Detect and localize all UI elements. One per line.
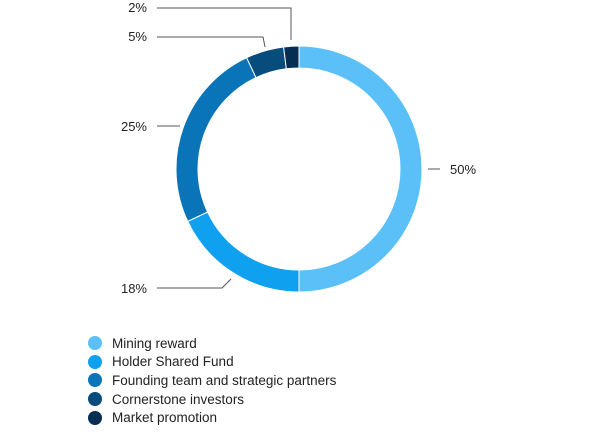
leader-lines <box>157 7 440 289</box>
legend-label: Holder Shared Fund <box>112 354 234 370</box>
donut-slice-2 <box>187 211 300 293</box>
value-label-1: 50% <box>450 162 476 177</box>
legend-swatch-icon <box>88 410 102 425</box>
legend-swatch-icon <box>88 336 102 351</box>
chart-legend: Mining reward Holder Shared Fund Founding … <box>88 334 336 427</box>
legend-item: Holder Shared Fund <box>88 353 336 372</box>
value-label-2: 18% <box>121 281 147 296</box>
legend-swatch-icon <box>88 354 102 369</box>
value-label-5: 2% <box>128 0 147 15</box>
leader-line-5 <box>157 7 292 40</box>
legend-swatch-icon <box>88 373 102 388</box>
donut-slices <box>175 45 423 293</box>
donut-slice-3 <box>175 57 257 223</box>
legend-item: Market promotion <box>88 408 336 427</box>
donut-slice-1 <box>298 45 423 293</box>
leader-line-2 <box>157 278 232 289</box>
legend-label: Market promotion <box>112 410 218 426</box>
legend-item: Cornerstone investors <box>88 390 336 409</box>
legend-swatch-icon <box>88 392 102 407</box>
leader-line-4 <box>157 36 266 48</box>
value-label-4: 5% <box>128 29 147 44</box>
legend-label: Founding team and strategic partners <box>112 372 337 388</box>
value-labels: 50% 18% 25% 5% 2% <box>121 0 476 296</box>
legend-label: Cornerstone investors <box>112 391 245 407</box>
legend-item: Mining reward <box>88 334 336 353</box>
value-label-3: 25% <box>121 119 147 134</box>
donut-slice-5 <box>283 45 300 70</box>
legend-label: Mining reward <box>112 335 197 351</box>
legend-item: Founding team and strategic partners <box>88 371 336 390</box>
